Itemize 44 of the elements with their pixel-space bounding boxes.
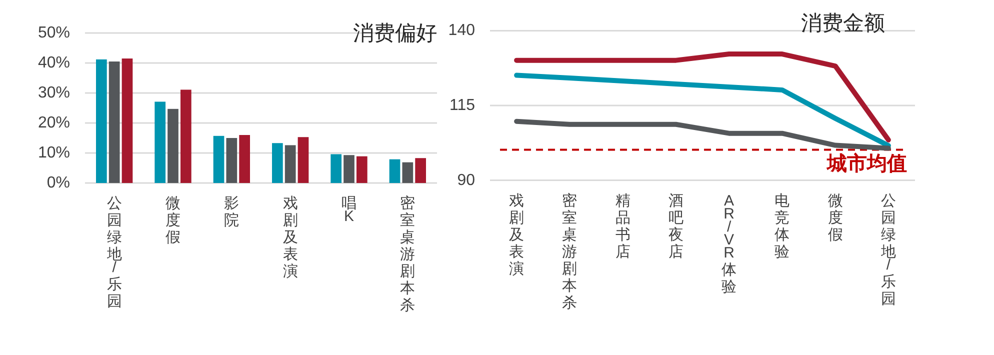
x-tick-label: 微度假 <box>828 192 843 244</box>
x-tick-label: 酒吧夜店 <box>668 192 684 260</box>
bar <box>272 143 283 183</box>
y-tick-label: 0% <box>46 174 70 192</box>
bar <box>226 138 238 183</box>
y-tick-label: 30% <box>38 84 70 102</box>
bar <box>122 58 133 183</box>
bar <box>239 135 250 183</box>
bar <box>96 59 107 183</box>
x-tick-label: 戏剧及表演 <box>509 192 524 278</box>
y-tick-label: 115 <box>449 97 476 114</box>
x-tick-label: 戏剧及表演 <box>282 195 298 280</box>
y-tick-label: 140 <box>448 22 476 40</box>
x-tick-label: 公园绿地/乐园 <box>106 195 122 310</box>
bar <box>389 159 400 183</box>
bar <box>213 136 224 183</box>
y-tick-label: 20% <box>38 114 70 132</box>
x-tick-label: 微度假 <box>166 195 180 246</box>
x-tick-label: 精品书店 <box>615 192 630 260</box>
bar <box>284 145 296 183</box>
bar <box>402 162 414 183</box>
x-tick-label: 公园绿地/乐园 <box>880 192 896 308</box>
y-tick-label: 90 <box>457 172 476 189</box>
bar <box>108 62 120 183</box>
x-tick-label: 影院 <box>224 195 240 229</box>
bar <box>154 102 166 183</box>
ref-line-label: 城市均值 <box>826 152 907 175</box>
x-tick-label: AR/VR体验 <box>722 192 737 296</box>
bar <box>356 156 368 183</box>
x-tick-label: 密室桌游剧本杀 <box>400 195 416 314</box>
x-tick-label: 唱K <box>342 195 356 225</box>
bar <box>344 155 354 183</box>
y-tick-label: 10% <box>38 144 70 162</box>
bar <box>298 137 309 183</box>
x-tick-label: 电竞体验 <box>774 192 790 260</box>
x-tick-label: 密室桌游剧本杀 <box>562 192 578 312</box>
bar <box>415 158 426 183</box>
bar <box>330 154 342 183</box>
bar <box>168 108 178 183</box>
bar <box>180 90 192 183</box>
chart-title: 消费金额 <box>801 12 885 35</box>
y-tick-label: 50% <box>38 24 70 42</box>
chart-title: 消费偏好 <box>353 22 437 45</box>
y-tick-label: 40% <box>38 54 70 72</box>
